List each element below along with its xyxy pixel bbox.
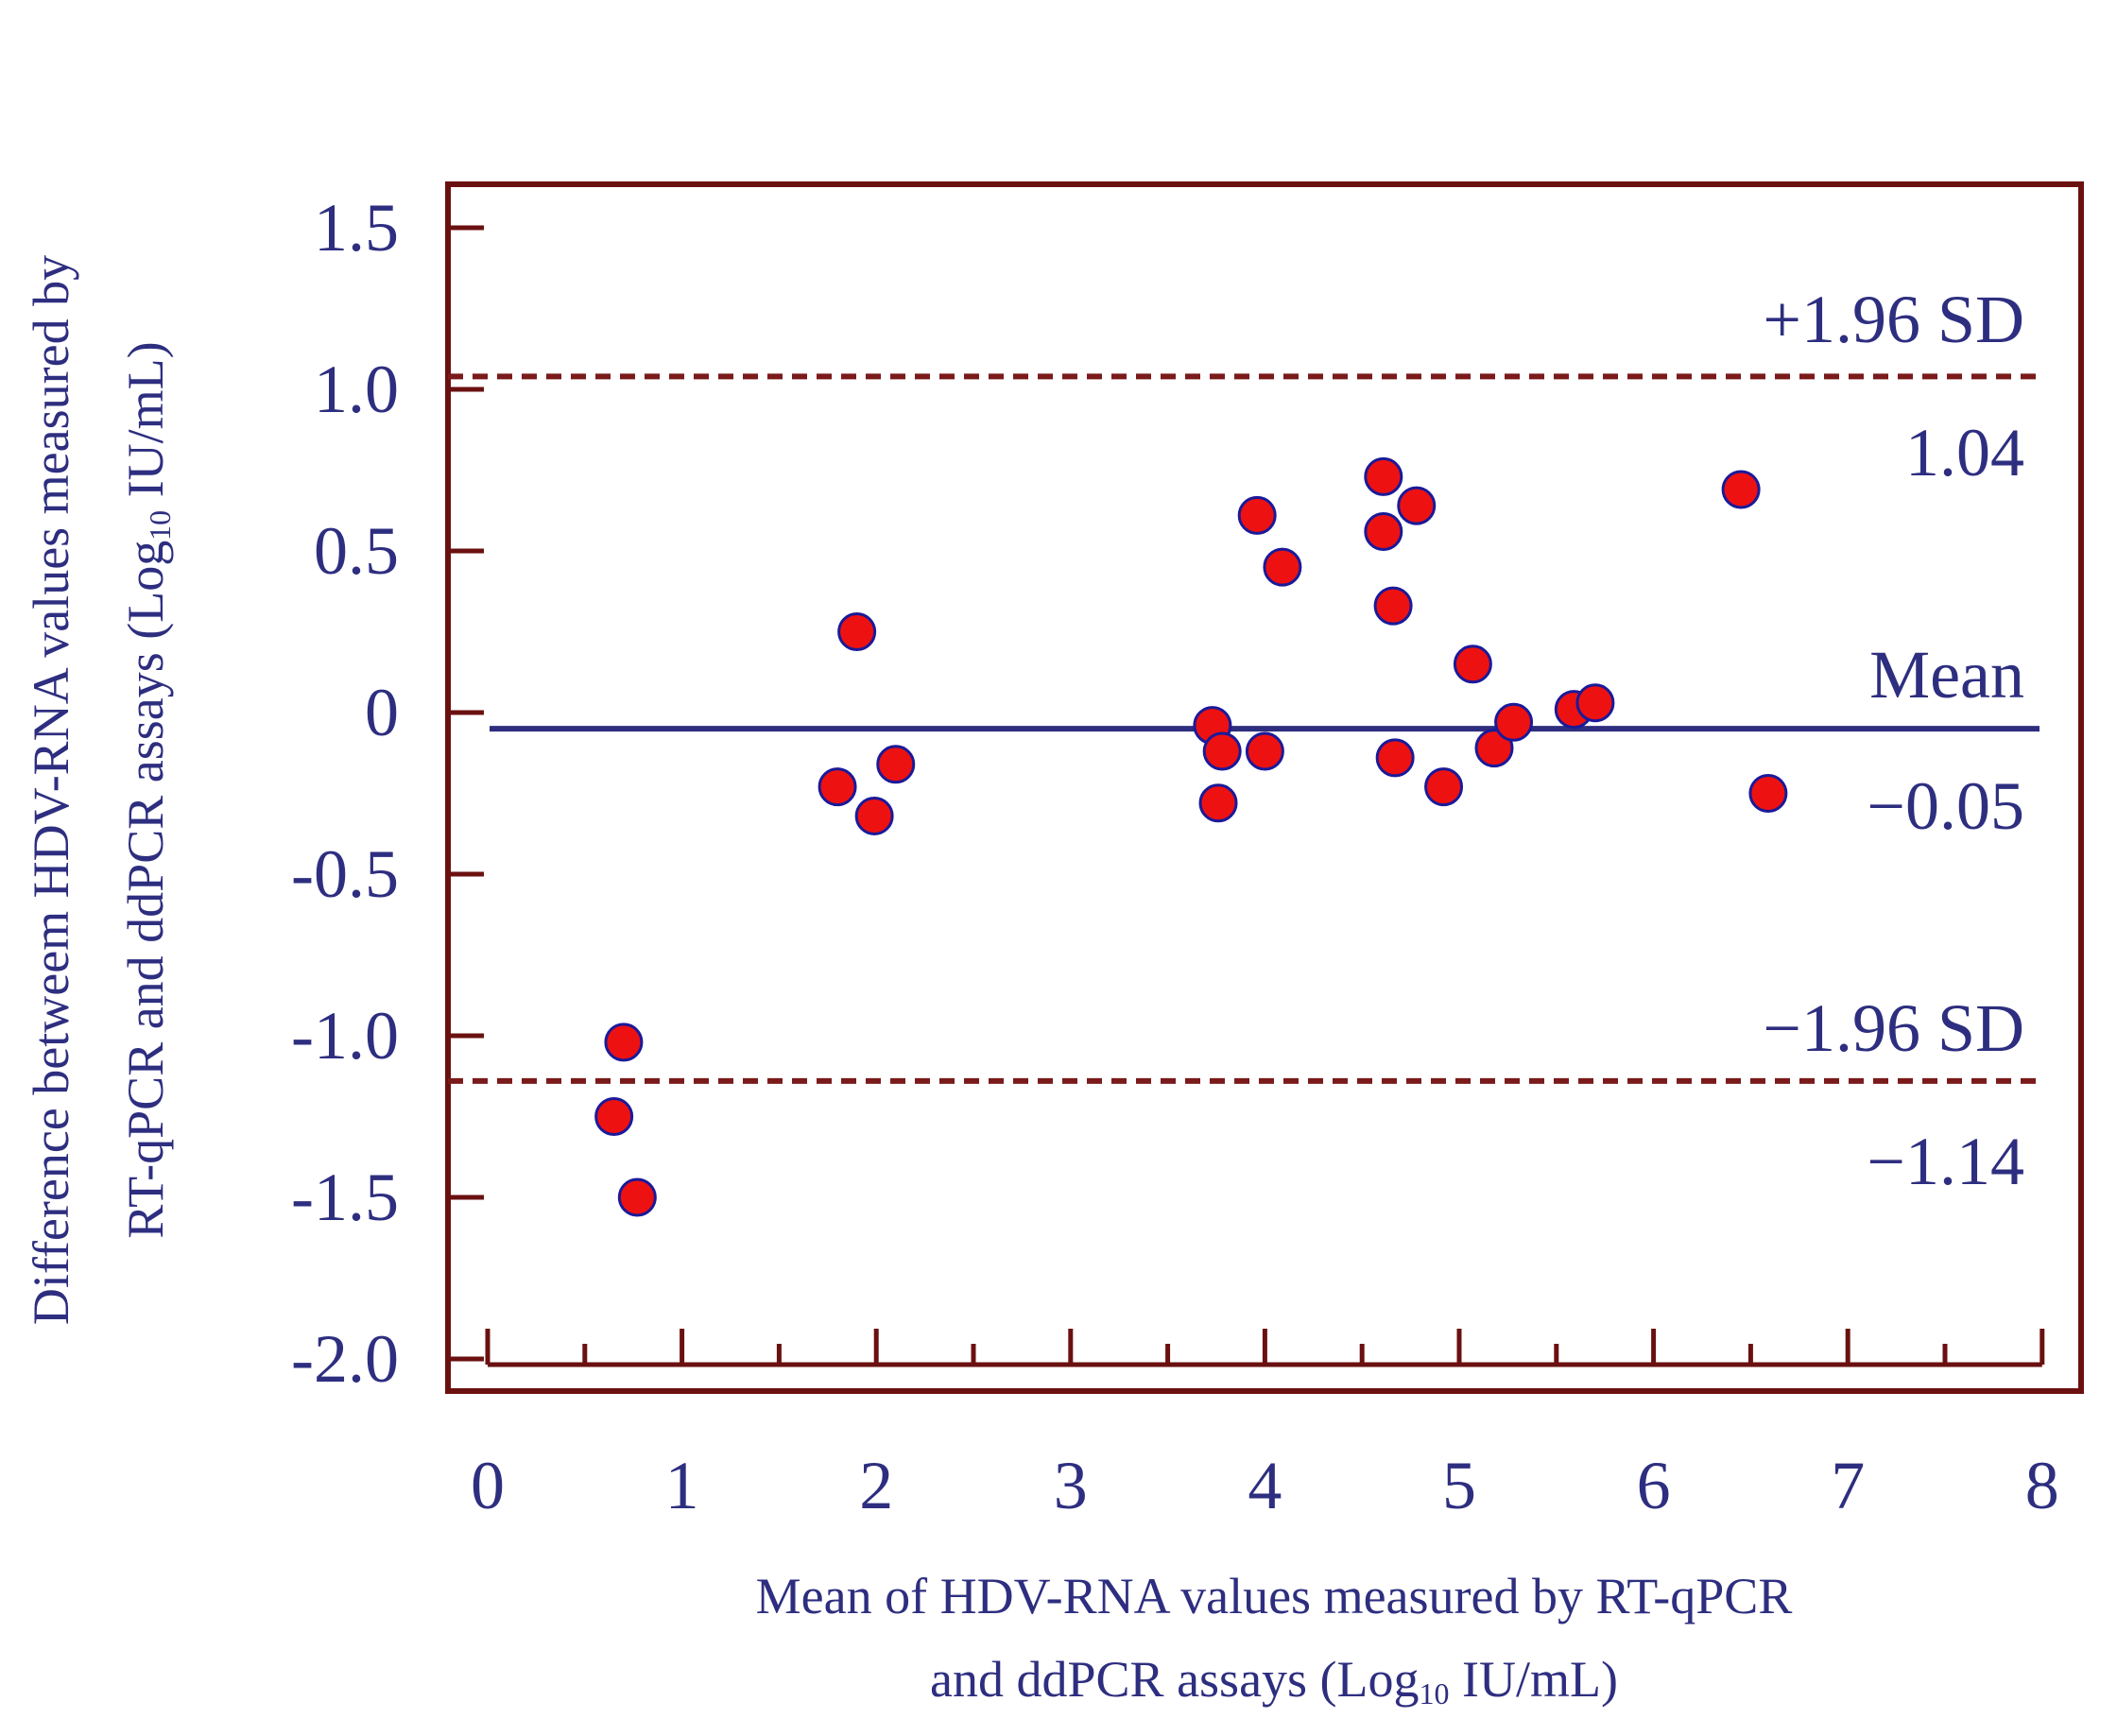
data-point: [1397, 486, 1437, 525]
x-tick-label: 2: [859, 1448, 893, 1523]
data-point: [1494, 702, 1534, 742]
x-tick-label: 0: [471, 1448, 505, 1523]
data-point: [1474, 729, 1514, 768]
y-tick-label: -1.5: [291, 1160, 399, 1235]
data-point: [1424, 767, 1464, 807]
y-tick-label: -0.5: [291, 836, 399, 912]
x-tick-label: 1: [665, 1448, 699, 1523]
upper-loa-value: 1.04: [1905, 415, 2024, 490]
data-point: [1245, 731, 1284, 771]
x-tick-label: 8: [2025, 1448, 2059, 1523]
lower-loa-value: −1.14: [1867, 1124, 2024, 1199]
y-axis-title-line2: RT-qPCR and ddPCR assays (Log10 IU/mL): [117, 341, 177, 1238]
data-point: [1202, 731, 1242, 771]
y-axis-title-line1: Difference betweem HDV-RNA values measur…: [23, 255, 79, 1325]
x-axis-title-line2: and ddPCR assays (Log10 IU/mL): [930, 1651, 1618, 1710]
y-tick-label: -2.0: [291, 1321, 399, 1397]
data-point: [1364, 456, 1403, 496]
y-tick-label: 0: [365, 675, 399, 750]
tick-labels: 0 1 2 3 4 5 6 7 8 1.5 1.0 0.5 0 -0.5 -1.0 -1.5 -2.0: [291, 190, 2059, 1523]
y-tick-label: 0.5: [314, 513, 399, 589]
lower-loa-label: −1.96 SD: [1763, 990, 2024, 1066]
plot-frame: [445, 181, 2084, 1394]
data-point: [818, 767, 857, 807]
x-tick-label: 6: [1637, 1448, 1671, 1523]
data-point: [1453, 645, 1492, 684]
mean-value: −0.05: [1867, 768, 2024, 844]
data-point: [1748, 774, 1788, 813]
axis-ticks: [448, 225, 2045, 1367]
data-points: [594, 456, 1788, 1217]
x-tick-label: 5: [1442, 1448, 1476, 1523]
data-point: [1373, 586, 1413, 626]
x-axis-title-line1: Mean of HDV-RNA values measured by RT-qP…: [756, 1568, 1793, 1624]
data-point: [1198, 783, 1238, 823]
data-point: [1375, 738, 1415, 778]
data-point: [1263, 547, 1302, 587]
data-point: [1575, 683, 1615, 723]
y-tick-label: -1.0: [291, 998, 399, 1074]
data-point: [1364, 511, 1403, 551]
data-point: [1237, 495, 1277, 535]
x-tick-label: 3: [1054, 1448, 1088, 1523]
reference-lines: [448, 373, 2040, 1084]
mean-label: Mean: [1869, 637, 2024, 713]
annotations: +1.96 SD 1.04 Mean −0.05 −1.96 SD −1.14: [1763, 282, 2024, 1199]
upper-loa-label: +1.96 SD: [1763, 282, 2024, 357]
data-point: [604, 1023, 644, 1062]
x-tick-label: 4: [1248, 1448, 1282, 1523]
y-tick-label: 1.5: [314, 190, 399, 266]
data-point: [837, 612, 877, 651]
data-point: [876, 745, 916, 784]
data-point: [854, 796, 894, 835]
data-point: [594, 1097, 634, 1136]
y-tick-label: 1.0: [314, 352, 399, 427]
data-point: [617, 1177, 657, 1217]
data-point: [1721, 470, 1761, 509]
x-tick-label: 7: [1831, 1448, 1865, 1523]
